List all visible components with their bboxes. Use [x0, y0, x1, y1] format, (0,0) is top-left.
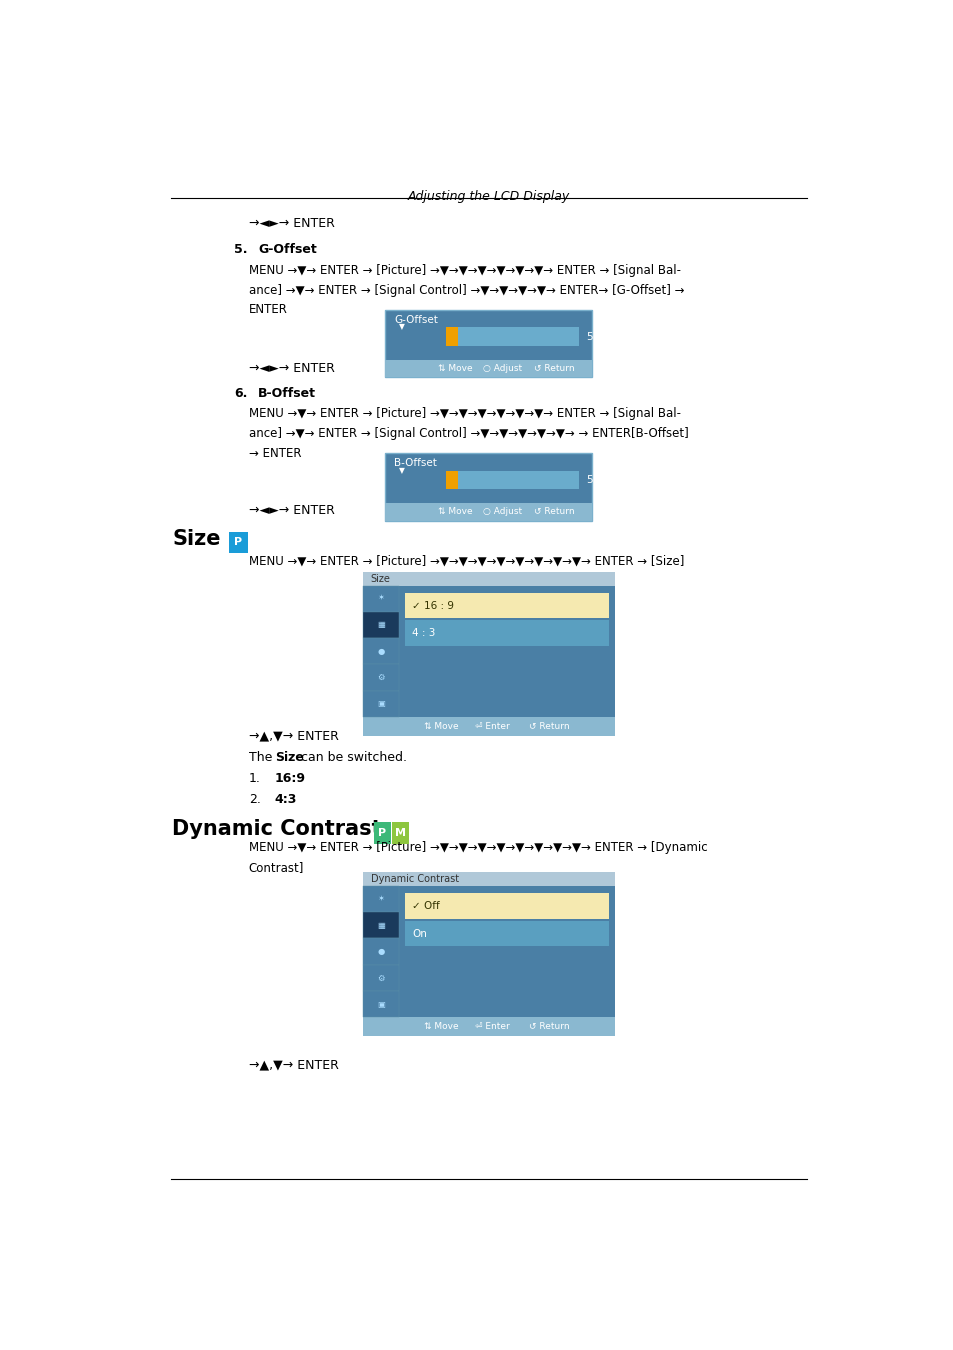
Text: →◄►→ ENTER: →◄►→ ENTER	[249, 362, 335, 374]
Text: 4:3: 4:3	[274, 792, 296, 806]
Text: ⇅ Move: ⇅ Move	[423, 1022, 457, 1031]
Bar	[363, 691, 398, 717]
Text: On: On	[412, 929, 426, 938]
Text: ✶: ✶	[377, 895, 384, 903]
Text: ⏎ Enter: ⏎ Enter	[475, 1022, 510, 1031]
Text: ⚙: ⚙	[376, 674, 384, 682]
Text: G-Offset: G-Offset	[394, 315, 437, 325]
Text: ●: ●	[377, 647, 384, 656]
Bar	[404, 894, 608, 919]
Bar	[363, 1018, 614, 1037]
Text: ⏎ Enter: ⏎ Enter	[475, 722, 510, 730]
Text: P: P	[377, 828, 386, 838]
Text: ○ Adjust: ○ Adjust	[482, 364, 521, 373]
Bar	[363, 991, 398, 1018]
Text: ance] →▼→ ENTER → [Signal Control] →▼→▼→▼→▼→▼→ → ENTER[B-Offset]: ance] →▼→ ENTER → [Signal Control] →▼→▼→…	[249, 427, 688, 440]
Text: →▲,▼→ ENTER: →▲,▼→ ENTER	[249, 729, 338, 742]
Bar	[385, 454, 592, 521]
Bar	[385, 309, 592, 377]
Text: ⚙: ⚙	[376, 973, 384, 983]
Text: ance] →▼→ ENTER → [Signal Control] →▼→▼→▼→▼→ ENTER→ [G-Offset] →: ance] →▼→ ENTER → [Signal Control] →▼→▼→…	[249, 284, 683, 297]
Text: The: The	[249, 752, 275, 764]
Bar	[363, 886, 614, 1018]
Bar	[363, 717, 614, 736]
Bar	[446, 471, 578, 489]
Bar	[363, 612, 398, 639]
Text: can be switched.: can be switched.	[297, 752, 407, 764]
Bar	[404, 921, 608, 946]
Bar	[229, 532, 248, 553]
Text: 5.: 5.	[233, 243, 247, 256]
Text: ⇅ Move: ⇅ Move	[437, 508, 473, 516]
Text: → ENTER: → ENTER	[249, 447, 301, 460]
Text: 5: 5	[585, 332, 592, 342]
Bar	[363, 872, 614, 886]
Text: 6.: 6.	[233, 386, 247, 400]
Bar	[392, 822, 409, 844]
Text: Dynamic Contrast: Dynamic Contrast	[370, 873, 458, 884]
Text: G-Offset: G-Offset	[258, 243, 316, 256]
Text: ▼: ▼	[398, 323, 404, 331]
Text: ⇅ Move: ⇅ Move	[423, 722, 457, 730]
Text: ●: ●	[377, 948, 384, 956]
Text: Contrast]: Contrast]	[249, 860, 304, 873]
Text: ↺ Return: ↺ Return	[533, 364, 574, 373]
Text: ▦: ▦	[376, 621, 384, 629]
Text: 16:9: 16:9	[274, 772, 305, 786]
Bar	[404, 593, 608, 618]
Text: ✶: ✶	[377, 594, 384, 603]
Bar	[446, 471, 457, 489]
Text: 5: 5	[585, 475, 592, 485]
Text: ↺ Return: ↺ Return	[533, 508, 574, 516]
Text: 4 : 3: 4 : 3	[412, 628, 435, 639]
Bar	[404, 621, 608, 645]
Text: MENU →▼→ ENTER → [Picture] →▼→▼→▼→▼→▼→▼→ ENTER → [Signal Bal-: MENU →▼→ ENTER → [Picture] →▼→▼→▼→▼→▼→▼→…	[249, 263, 679, 277]
Bar	[374, 822, 390, 844]
Text: Size: Size	[275, 752, 304, 764]
Bar	[363, 639, 398, 664]
Text: B-Offset: B-Offset	[394, 458, 436, 468]
Text: P: P	[234, 537, 242, 548]
Text: ENTER: ENTER	[249, 304, 287, 316]
Text: B-Offset: B-Offset	[258, 386, 315, 400]
Text: ▣: ▣	[376, 699, 384, 709]
Bar	[385, 504, 592, 521]
Bar	[385, 359, 592, 377]
Bar	[363, 586, 614, 717]
Text: →▲,▼→ ENTER: →▲,▼→ ENTER	[249, 1058, 338, 1071]
Text: 2.: 2.	[249, 792, 260, 806]
Bar	[363, 913, 398, 938]
Bar	[363, 664, 398, 691]
Text: ✓ 16 : 9: ✓ 16 : 9	[412, 601, 454, 610]
Text: ↺ Return: ↺ Return	[529, 1022, 569, 1031]
Bar	[363, 938, 398, 965]
Bar	[363, 965, 398, 991]
Text: ✓ Off: ✓ Off	[412, 900, 439, 911]
Text: Adjusting the LCD Display: Adjusting the LCD Display	[407, 190, 570, 202]
Text: MENU →▼→ ENTER → [Picture] →▼→▼→▼→▼→▼→▼→▼→▼→ ENTER → [Size]: MENU →▼→ ENTER → [Picture] →▼→▼→▼→▼→▼→▼→…	[249, 555, 683, 568]
Text: →◄►→ ENTER: →◄►→ ENTER	[249, 504, 335, 517]
Text: MENU →▼→ ENTER → [Picture] →▼→▼→▼→▼→▼→▼→ ENTER → [Signal Bal-: MENU →▼→ ENTER → [Picture] →▼→▼→▼→▼→▼→▼→…	[249, 408, 679, 420]
Text: MENU →▼→ ENTER → [Picture] →▼→▼→▼→▼→▼→▼→▼→▼→ ENTER → [Dynamic: MENU →▼→ ENTER → [Picture] →▼→▼→▼→▼→▼→▼→…	[249, 841, 706, 853]
Text: ▣: ▣	[376, 1000, 384, 1008]
Text: ⇅ Move: ⇅ Move	[437, 364, 473, 373]
Text: →◄►→ ENTER: →◄►→ ENTER	[249, 217, 335, 230]
Text: ▦: ▦	[376, 921, 384, 930]
Text: 1.: 1.	[249, 772, 260, 786]
Text: ○ Adjust: ○ Adjust	[482, 508, 521, 516]
Text: Dynamic Contrast: Dynamic Contrast	[172, 819, 382, 838]
Bar	[446, 328, 457, 346]
Bar	[363, 571, 614, 586]
Text: ↺ Return: ↺ Return	[529, 722, 569, 730]
Bar	[363, 586, 398, 612]
Text: ▼: ▼	[398, 466, 404, 475]
Bar	[363, 886, 398, 913]
Text: Size: Size	[172, 529, 221, 549]
Bar	[446, 328, 578, 346]
Text: Size: Size	[370, 574, 390, 583]
Text: M: M	[395, 828, 406, 838]
